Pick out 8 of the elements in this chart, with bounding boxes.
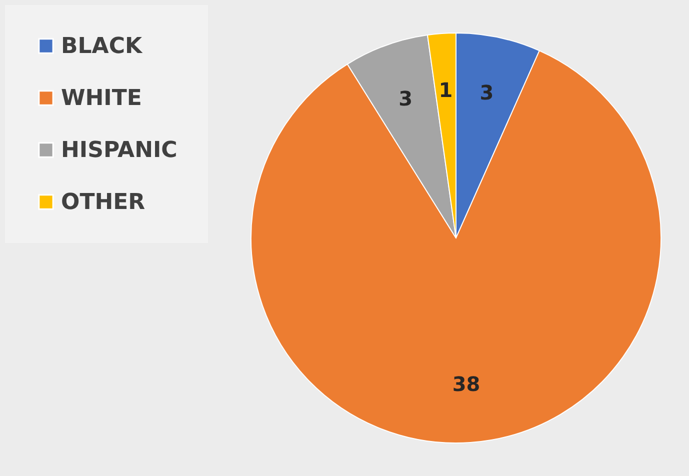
legend-label: BLACK <box>61 34 143 59</box>
data-label: 1 <box>438 78 453 102</box>
data-label: 3 <box>480 80 494 105</box>
data-label: 3 <box>398 86 412 110</box>
legend-label: HISPANIC <box>61 138 178 163</box>
legend-label: OTHER <box>61 190 146 215</box>
legend-label: WHITE <box>61 86 142 111</box>
data-label: 38 <box>452 372 480 396</box>
